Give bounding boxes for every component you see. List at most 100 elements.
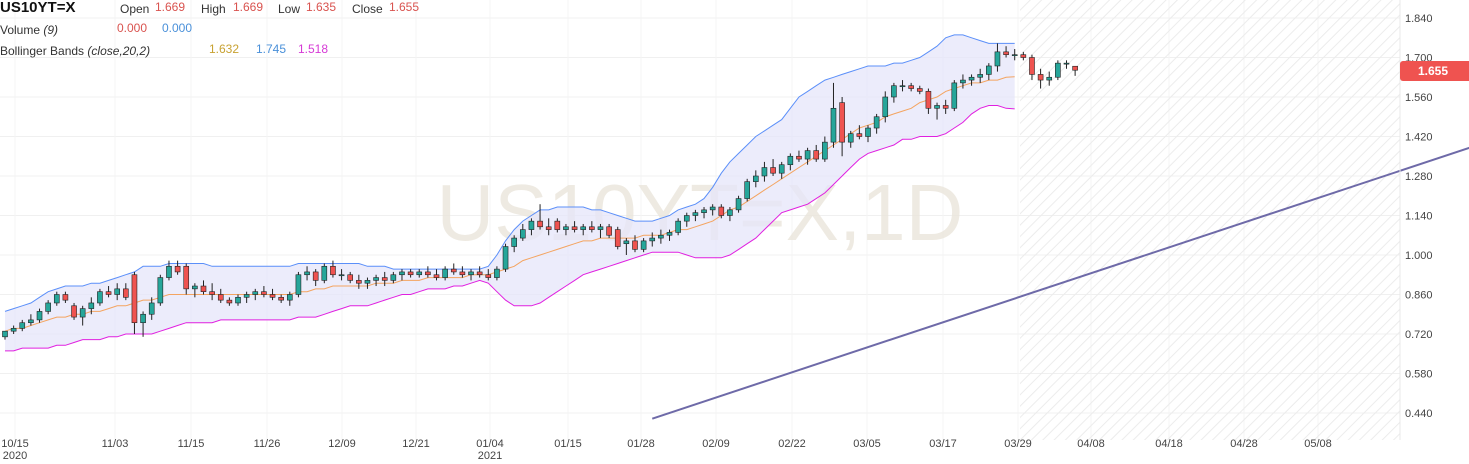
candle-body (666, 232, 673, 236)
candle (640, 238, 647, 253)
close-value: 1.655 (389, 0, 420, 14)
x-tick-label: 04/18 (1155, 438, 1183, 450)
candle (1055, 60, 1061, 81)
candle-body (908, 85, 914, 89)
candle (528, 218, 535, 236)
candle (994, 43, 1001, 72)
candle (209, 283, 215, 301)
candle (62, 291, 69, 303)
candle-body (658, 234, 664, 239)
candle (709, 204, 716, 216)
candle (28, 314, 34, 326)
candle-body (822, 141, 828, 160)
x-tick-label: 04/08 (1077, 438, 1105, 450)
candle (1011, 49, 1018, 61)
candle (459, 266, 466, 278)
x-tick-label: 01/04 (476, 438, 504, 450)
low-label: Low (278, 2, 301, 16)
candle (1063, 60, 1070, 69)
candle-body (235, 297, 241, 304)
candle-body (295, 274, 302, 295)
candle (606, 223, 612, 239)
candle (632, 235, 638, 253)
candle (735, 195, 742, 213)
candle-body (1029, 57, 1035, 75)
x-tick-label: 04/28 (1230, 438, 1258, 450)
x-tick-label: 10/15 (1, 438, 29, 450)
candle-body (192, 285, 198, 290)
candle-body (364, 280, 371, 284)
candle-body (1046, 76, 1053, 81)
candle (407, 269, 414, 278)
x-tick-label: 11/26 (254, 438, 281, 450)
candle (278, 294, 284, 303)
x-tick-year: 2020 (3, 450, 27, 462)
candle (770, 159, 776, 176)
candle (2, 330, 8, 340)
candle (148, 297, 155, 320)
candle-body (278, 297, 284, 301)
candle (1029, 54, 1035, 81)
candle-body (1003, 51, 1009, 55)
bollinger-lower-value: 1.518 (298, 42, 329, 56)
y-tick-label: 1.420 (1405, 132, 1433, 144)
candle-body (537, 220, 543, 228)
candle (839, 97, 845, 157)
candle-body (71, 305, 77, 318)
x-tick-label: 11/15 (178, 438, 205, 450)
bollinger-mid-line (4, 76, 1015, 332)
y-tick-label: 1.000 (1405, 250, 1433, 262)
candle (873, 113, 880, 134)
candle-body (709, 206, 716, 211)
candle-body (338, 274, 345, 277)
candle-body (200, 285, 207, 292)
bollinger-name: Bollinger Bands (0, 44, 85, 58)
candle (718, 204, 725, 219)
candle-body (183, 265, 190, 290)
x-tick-year: 2021 (478, 450, 502, 462)
candle-body (1063, 62, 1070, 65)
candle-body (606, 226, 612, 236)
candle (1046, 71, 1053, 86)
candle (701, 207, 707, 219)
candle-body (330, 265, 336, 276)
candle-body (986, 65, 992, 75)
candle (1072, 65, 1078, 76)
candle-body (649, 237, 656, 242)
candle (235, 294, 241, 306)
candle-body (640, 240, 647, 250)
candle (347, 271, 354, 284)
candle-body (433, 274, 440, 278)
candle (123, 283, 129, 301)
trendline[interactable] (651, 1, 1469, 420)
candle (442, 266, 448, 281)
candle-body (1037, 74, 1044, 81)
candle-body (519, 229, 526, 239)
candle-body (381, 277, 388, 281)
candle-body (1072, 65, 1078, 71)
candle (364, 277, 371, 289)
candle-body (528, 220, 535, 230)
candle (79, 305, 86, 326)
x-tick-label: 12/21 (402, 438, 430, 450)
candle (511, 235, 517, 253)
candle (925, 88, 932, 114)
candle (761, 161, 768, 182)
candle-body (442, 268, 448, 278)
candle (433, 269, 440, 281)
candle (822, 136, 828, 162)
candle-body (632, 240, 638, 250)
candle-body (407, 271, 414, 276)
candle-body (744, 181, 750, 199)
candle (778, 161, 785, 179)
candle-body (2, 330, 8, 338)
candle (580, 223, 587, 236)
y-tick-label: 0.720 (1405, 329, 1433, 341)
candle (399, 269, 405, 281)
candle-body (727, 209, 733, 216)
candle-body (243, 294, 250, 298)
candle (968, 74, 975, 86)
candle (71, 302, 77, 320)
